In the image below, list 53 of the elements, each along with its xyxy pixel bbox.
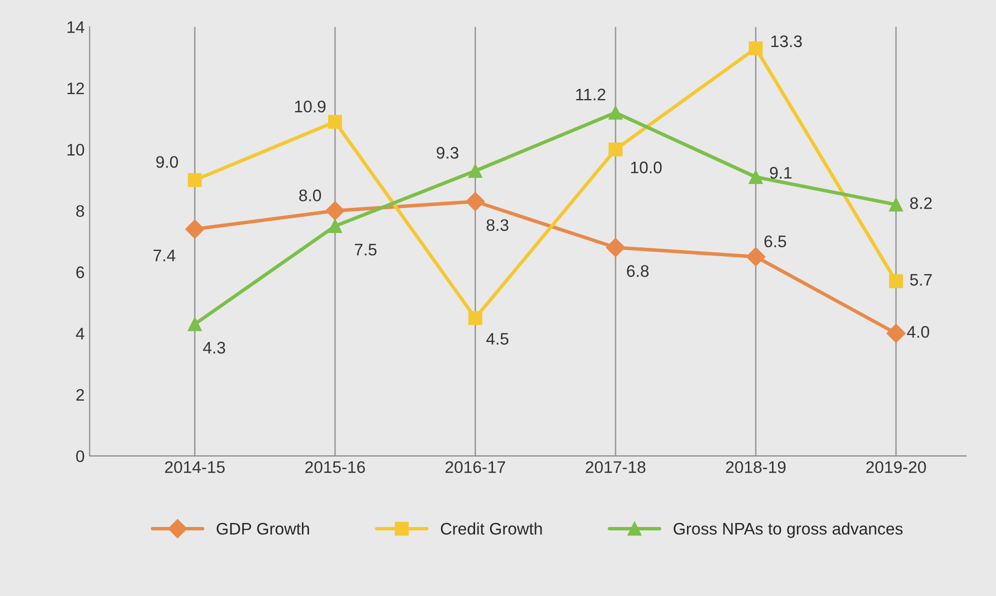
data-label: 7.5 [354, 244, 376, 256]
point [608, 142, 622, 156]
point [185, 220, 204, 239]
y-tick-label: 2 [76, 389, 84, 401]
data-label: 13.3 [771, 35, 802, 48]
point [748, 41, 763, 56]
point [468, 311, 482, 325]
point [889, 198, 903, 212]
point [746, 247, 766, 266]
legend-label: Gross NPAs to gross advances [674, 522, 903, 538]
legend-label: GDP Growth [216, 522, 309, 535]
x-tick-label: 2014-15 [165, 461, 225, 474]
x-tick-label: 2015-16 [305, 461, 365, 474]
data-label: 6.5 [764, 235, 786, 248]
x-tick-label: 2018-19 [726, 461, 786, 474]
data-label: 8.2 [910, 197, 932, 210]
y-tick-label: 4 [76, 328, 84, 340]
data-label: 11.2 [576, 88, 606, 100]
y-tick-label: 6 [76, 266, 84, 278]
data-label: 10.9 [295, 100, 326, 112]
data-label: 10.0 [631, 162, 662, 174]
point [466, 192, 485, 212]
y-tick-label: 12 [68, 82, 84, 94]
point [606, 238, 626, 258]
y-tick-label: 10 [68, 144, 84, 156]
data-label: 9.3 [436, 146, 458, 159]
data-label: 6.8 [627, 265, 649, 277]
data-label: 4.0 [907, 326, 930, 338]
point [608, 106, 622, 120]
point [188, 317, 202, 332]
point [326, 201, 345, 220]
data-label: 4.3 [203, 342, 226, 354]
point [889, 274, 903, 288]
y-tick-label: 14 [68, 21, 84, 33]
data-label: 8.3 [486, 219, 508, 232]
y-tick-label: 0 [76, 450, 84, 462]
x-tick-label: 2016-17 [446, 461, 506, 474]
x-tick-label: 2019-20 [866, 461, 926, 474]
point [188, 173, 202, 188]
point [328, 219, 342, 233]
data-label: 9.1 [770, 166, 792, 179]
point [468, 164, 482, 178]
data-label: 8.0 [299, 190, 321, 202]
y-tick-label: 8 [76, 205, 84, 217]
point [748, 170, 763, 184]
point [886, 324, 906, 343]
point [328, 114, 342, 129]
data-label: 4.5 [486, 333, 508, 345]
x-tick-label: 2017-18 [586, 461, 646, 474]
data-label: 9.0 [156, 156, 178, 168]
legend-label: Credit Growth [440, 522, 542, 535]
data-label: 7.4 [154, 250, 176, 262]
data-label: 5.7 [910, 274, 932, 286]
